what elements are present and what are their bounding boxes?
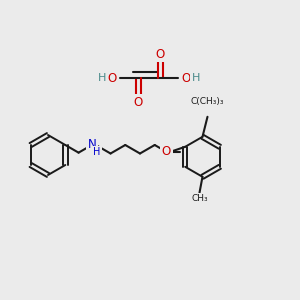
Text: O: O [162,145,171,158]
Text: C(CH₃)₃: C(CH₃)₃ [191,97,224,106]
Text: H: H [192,73,200,83]
Text: H: H [93,147,100,157]
Text: O: O [107,71,117,85]
Text: O: O [182,71,190,85]
Text: O: O [155,47,165,61]
Text: O: O [134,95,142,109]
Text: CH₃: CH₃ [191,194,208,203]
Text: H: H [98,73,106,83]
Text: N: N [87,137,96,151]
